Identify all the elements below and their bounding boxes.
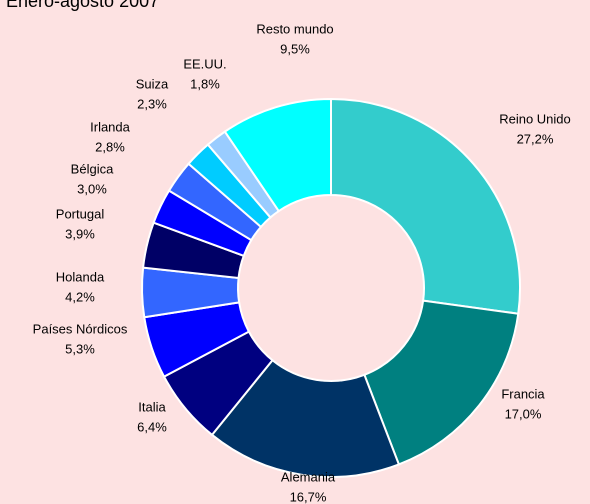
value-label: 5,3%: [65, 341, 95, 356]
value-label: 6,4%: [137, 419, 167, 434]
donut-slice: [223, 97, 332, 213]
value-label: 4,2%: [65, 289, 95, 304]
donut-slice: [363, 299, 520, 466]
slice-label: Bélgica: [71, 161, 114, 176]
slice-label: Resto mundo: [256, 21, 333, 36]
slice-label: Alemania: [281, 469, 336, 484]
slice-label: Países Nórdicos: [33, 321, 128, 336]
slice-label: Irlanda: [90, 119, 131, 134]
value-label: 9,5%: [280, 41, 310, 56]
chart-title: Enero-agosto 2007: [6, 0, 159, 11]
slice-label: EE.UU.: [183, 56, 226, 71]
value-label: 2,3%: [137, 96, 167, 111]
value-label: 2,8%: [95, 139, 125, 154]
value-label: 3,9%: [65, 226, 95, 241]
value-label: 16,7%: [290, 489, 327, 504]
slice-label: Portugal: [56, 206, 105, 221]
donut-slice: [330, 97, 521, 315]
slice-label: Suiza: [136, 76, 169, 91]
slice-label: Francia: [501, 386, 545, 401]
value-label: 17,0%: [505, 406, 542, 421]
slice-label: Holanda: [56, 269, 105, 284]
donut-slice: [210, 358, 401, 478]
slice-label: Italia: [138, 399, 166, 414]
value-label: 1,8%: [190, 76, 220, 91]
value-label: 27,2%: [517, 131, 554, 146]
value-label: 3,0%: [77, 181, 107, 196]
slice-label: Reino Unido: [499, 111, 571, 126]
